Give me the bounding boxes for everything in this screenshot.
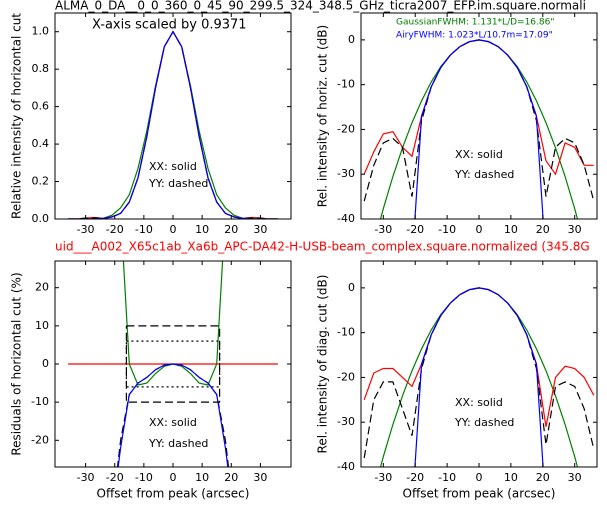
x-tick-label: 20 [536, 223, 550, 236]
x-tick-label: 30 [568, 471, 582, 484]
annotation: XX: solid [455, 148, 503, 161]
x-tick-label: 10 [504, 223, 518, 236]
annotation: GaussianFWHM: 1.131*L/D=16.86" [396, 18, 554, 28]
y-tick-label: 10 [35, 319, 49, 332]
annotation: YY: dashed [148, 437, 208, 450]
plot-area [363, 39, 595, 219]
plot-frame [360, 260, 598, 468]
x-tick-label: 30 [568, 223, 582, 236]
series-line [125, 325, 221, 403]
annotation: XX: solid [455, 396, 503, 409]
x-tick-label: 30 [253, 471, 267, 484]
y-tick-label: 0.0 [32, 212, 50, 225]
x-tick-label: -10 [135, 223, 153, 236]
annotation: XX: solid [149, 416, 197, 429]
series-line [68, 30, 278, 219]
y-tick-label: -40 [337, 460, 355, 473]
y-tick-label: -10 [337, 326, 355, 339]
y-tick-label: -40 [337, 212, 355, 225]
series-line [68, 30, 278, 219]
y-tick-label: 0 [348, 33, 355, 46]
x-tick-label: -30 [374, 471, 392, 484]
annotation: X-axis scaled by 0.9371 [92, 18, 247, 33]
plot-area [68, 30, 278, 219]
x-tick-label: 10 [195, 223, 209, 236]
x-tick-label: -30 [374, 223, 392, 236]
series-line [122, 261, 224, 386]
series-line [117, 363, 229, 467]
x-tick-label: 0 [476, 223, 483, 236]
annotation: XX: solid [149, 160, 197, 173]
x-tick-label: 0 [476, 471, 483, 484]
series-line [414, 287, 544, 467]
y-tick-label: 0.2 [32, 175, 50, 188]
y-tick-label: 0 [42, 357, 49, 370]
x-tick-label: 20 [224, 471, 238, 484]
plot-frame [360, 12, 598, 220]
y-axis-label: Rel. intensity of diag. cut (dB) [316, 275, 330, 454]
y-tick-label: 0.6 [32, 100, 50, 113]
x-axis-label: Offset from peak (arcsec) [97, 487, 250, 501]
x-tick-label: -10 [438, 223, 456, 236]
x-tick-label: -20 [106, 471, 124, 484]
x-axis-label: Offset from peak (arcsec) [403, 487, 556, 501]
x-tick-label: 10 [195, 471, 209, 484]
y-tick-label: -10 [31, 395, 49, 408]
y-tick-label: 0 [348, 281, 355, 294]
y-axis-label: Residuals of horizontal cut (%) [10, 272, 24, 455]
series-line [414, 39, 544, 219]
y-tick-label: 0.4 [32, 137, 50, 150]
y-tick-label: -20 [31, 433, 49, 446]
y-tick-label: -20 [337, 370, 355, 383]
annotation: YY: dashed [148, 177, 208, 190]
x-tick-label: 0 [170, 471, 177, 484]
chart-title: uid___A002_X65c1ab_Xa6b_APC-DA42-H-USB-b… [55, 240, 590, 254]
x-tick-label: 20 [224, 223, 238, 236]
x-tick-label: -20 [406, 471, 424, 484]
x-tick-label: -10 [438, 471, 456, 484]
y-tick-label: 20 [35, 281, 49, 294]
x-tick-label: -20 [406, 223, 424, 236]
x-tick-label: 30 [253, 223, 267, 236]
x-tick-label: -30 [77, 471, 95, 484]
x-tick-label: 10 [504, 471, 518, 484]
x-tick-label: -30 [77, 223, 95, 236]
series-line [68, 30, 278, 219]
y-axis-label: Relative intensity of horizontal cut [10, 13, 24, 219]
y-tick-label: 1.0 [32, 25, 50, 38]
x-tick-label: 20 [536, 471, 550, 484]
plot-area [363, 287, 595, 467]
y-tick-label: -30 [337, 415, 355, 428]
y-tick-label: -30 [337, 167, 355, 180]
y-tick-label: -20 [337, 122, 355, 135]
x-tick-label: -20 [106, 223, 124, 236]
chart-title: ALMA_0_DA__0_0_360_0_45_90_299.5_324_348… [55, 0, 586, 13]
series-line [68, 30, 278, 219]
annotation: YY: dashed [454, 168, 514, 181]
y-tick-label: -10 [337, 78, 355, 91]
annotation: AiryFWHM: 1.023*L/10.7m=17.09" [396, 31, 553, 41]
x-tick-label: 0 [170, 223, 177, 236]
y-axis-label: Rel. intensity of horiz. cut (dB) [316, 25, 330, 207]
x-tick-label: -10 [135, 471, 153, 484]
annotation: YY: dashed [454, 416, 514, 429]
y-tick-label: 0.8 [32, 62, 50, 75]
plot-area [68, 261, 278, 467]
